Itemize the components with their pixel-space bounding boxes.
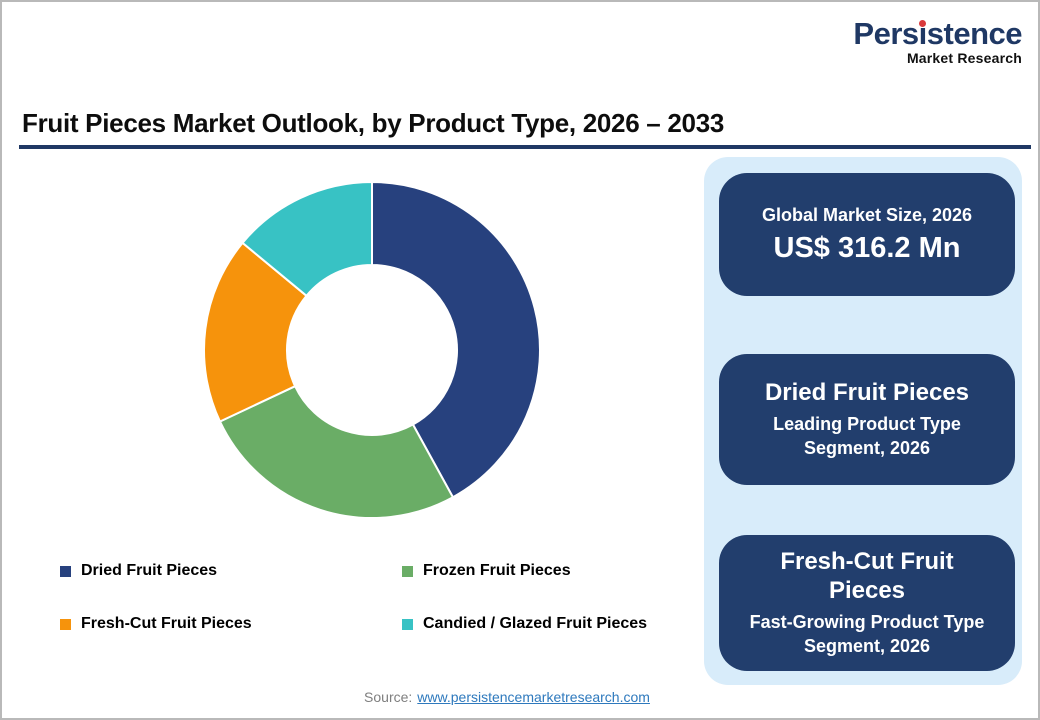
market-size-value: US$ 316.2 Mn (773, 231, 961, 264)
legend-label: Candied / Glazed Fruit Pieces (423, 615, 648, 632)
legend-marker-fresh-cut-icon (60, 618, 71, 630)
stat-card-market-size: Global Market Size, 2026 US$ 316.2 Mn (719, 173, 1015, 296)
donut-segment-0 (371, 181, 541, 499)
legend-label: Frozen Fruit Pieces (423, 562, 571, 579)
fast-growing-subtitle: Fast-Growing Product Type Segment, 2026 (749, 611, 985, 656)
highlights-panel: Global Market Size, 2026 US$ 316.2 Mn Dr… (704, 157, 1022, 685)
legend-marker-candied-icon (402, 618, 413, 630)
market-size-label: Global Market Size, 2026 (761, 205, 973, 226)
legend-marker-dried-icon (60, 565, 71, 577)
source-line: Source: www.persistencemarketresearch.com (2, 689, 1012, 705)
stat-card-fast-growing-segment: Fresh-Cut Fruit Pieces Fast-Growing Prod… (719, 535, 1015, 671)
donut-segment-2 (202, 241, 308, 423)
logo-brand-text: Persı stence (853, 18, 1022, 49)
persistence-logo: Persı stence Market Research (853, 18, 1022, 65)
legend-item-candied: Candied / Glazed Fruit Pieces (402, 615, 647, 633)
donut-segment-3 (241, 181, 373, 297)
leading-segment-title: Dried Fruit Pieces (764, 378, 970, 406)
title-underline (19, 145, 1031, 149)
logo-letter-i: ı (918, 16, 927, 51)
stat-card-leading-segment: Dried Fruit Pieces Leading Product Type … (719, 354, 1015, 485)
legend-item-frozen: Frozen Fruit Pieces (402, 562, 571, 580)
logo-red-dot-icon (918, 20, 926, 27)
logo-tagline: Market Research (906, 50, 1022, 66)
donut-chart (202, 181, 541, 519)
legend-item-dried: Dried Fruit Pieces (60, 562, 217, 580)
page-title: Fruit Pieces Market Outlook, by Product … (22, 108, 725, 138)
fast-growing-title: Fresh-Cut Fruit Pieces (780, 547, 954, 604)
legend-item-fresh-cut: Fresh-Cut Fruit Pieces (60, 615, 252, 633)
legend-label: Dried Fruit Pieces (81, 562, 218, 579)
source-link[interactable]: www.persistencemarketresearch.com (417, 689, 650, 705)
leading-segment-subtitle: Leading Product Type Segment, 2026 (773, 413, 961, 458)
donut-chart-svg (202, 181, 541, 519)
legend-marker-frozen-icon (402, 565, 413, 577)
source-label: Source: (364, 689, 413, 705)
donut-segment-1 (218, 385, 454, 519)
legend-label: Fresh-Cut Fruit Pieces (81, 615, 252, 632)
logo-brand-pre: Pers (853, 16, 919, 51)
logo-brand-post: stence (926, 16, 1023, 51)
